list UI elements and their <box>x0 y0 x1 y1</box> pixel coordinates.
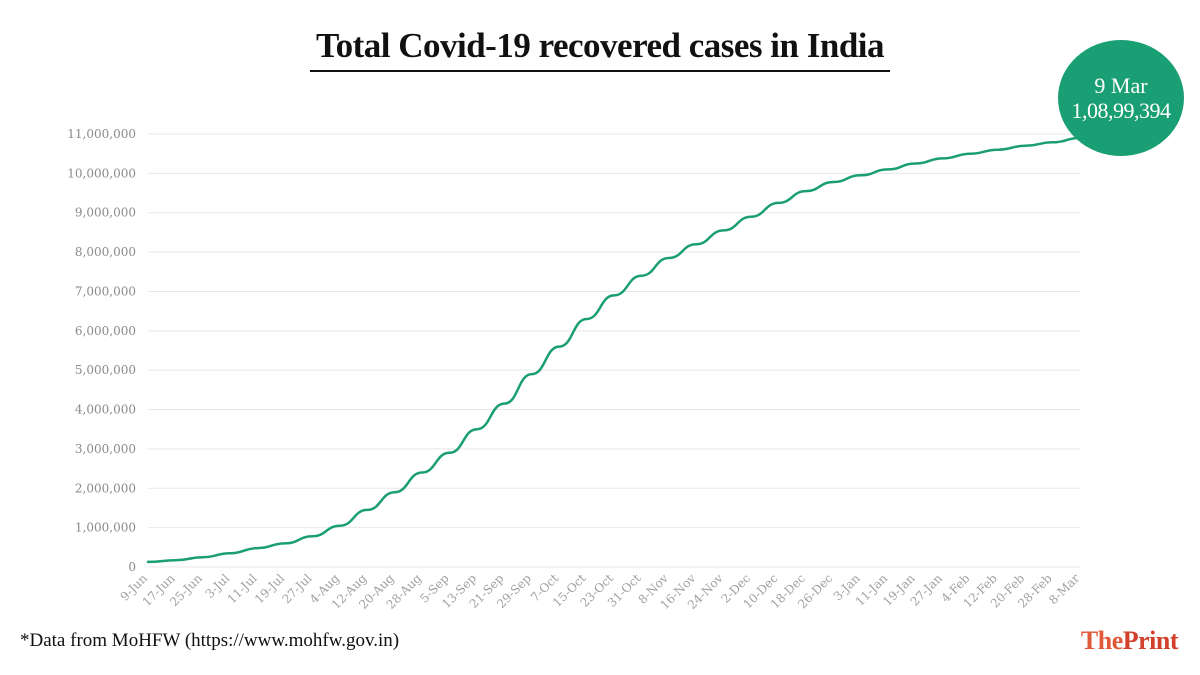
chart-title: Total Covid-19 recovered cases in India <box>309 26 891 72</box>
y-tick-label: 9,000,000 <box>75 206 136 220</box>
x-tick-label: 11-Jul <box>225 571 260 606</box>
brand-logo: ThePrint <box>1080 626 1179 656</box>
chart-title-wrap: Total Covid-19 recovered cases in India <box>0 26 1200 72</box>
callout-date: 9 Mar <box>1094 72 1148 98</box>
y-tick-label: 3,000,000 <box>75 442 136 456</box>
source-note: *Data from MoHFW (https://www.mohfw.gov.… <box>20 630 400 651</box>
y-tick-label: 0 <box>128 560 136 574</box>
callout-value: 1,08,99,394 <box>1071 98 1172 123</box>
x-tick-label: 27-Jul <box>279 571 314 606</box>
y-tick-label: 6,000,000 <box>75 324 136 338</box>
y-tick-label: 2,000,000 <box>75 481 136 495</box>
y-tick-label: 8,000,000 <box>75 245 136 259</box>
brand-logo-part1: The <box>1080 626 1123 655</box>
latest-value-callout: 9 Mar 1,08,99,394 <box>1058 40 1184 156</box>
y-tick-label: 5,000,000 <box>75 363 136 377</box>
y-tick-label: 10,000,000 <box>67 166 136 180</box>
series-line <box>146 136 1082 564</box>
x-tick-label: 19-Jul <box>252 571 287 606</box>
y-tick-label: 11,000,000 <box>67 127 136 141</box>
x-tick-label: 8-Mar <box>1046 571 1082 607</box>
y-tick-label: 7,000,000 <box>75 284 136 298</box>
brand-logo-part2: Print <box>1122 626 1179 655</box>
y-tick-label: 4,000,000 <box>75 403 136 417</box>
y-tick-label: 1,000,000 <box>75 521 136 535</box>
